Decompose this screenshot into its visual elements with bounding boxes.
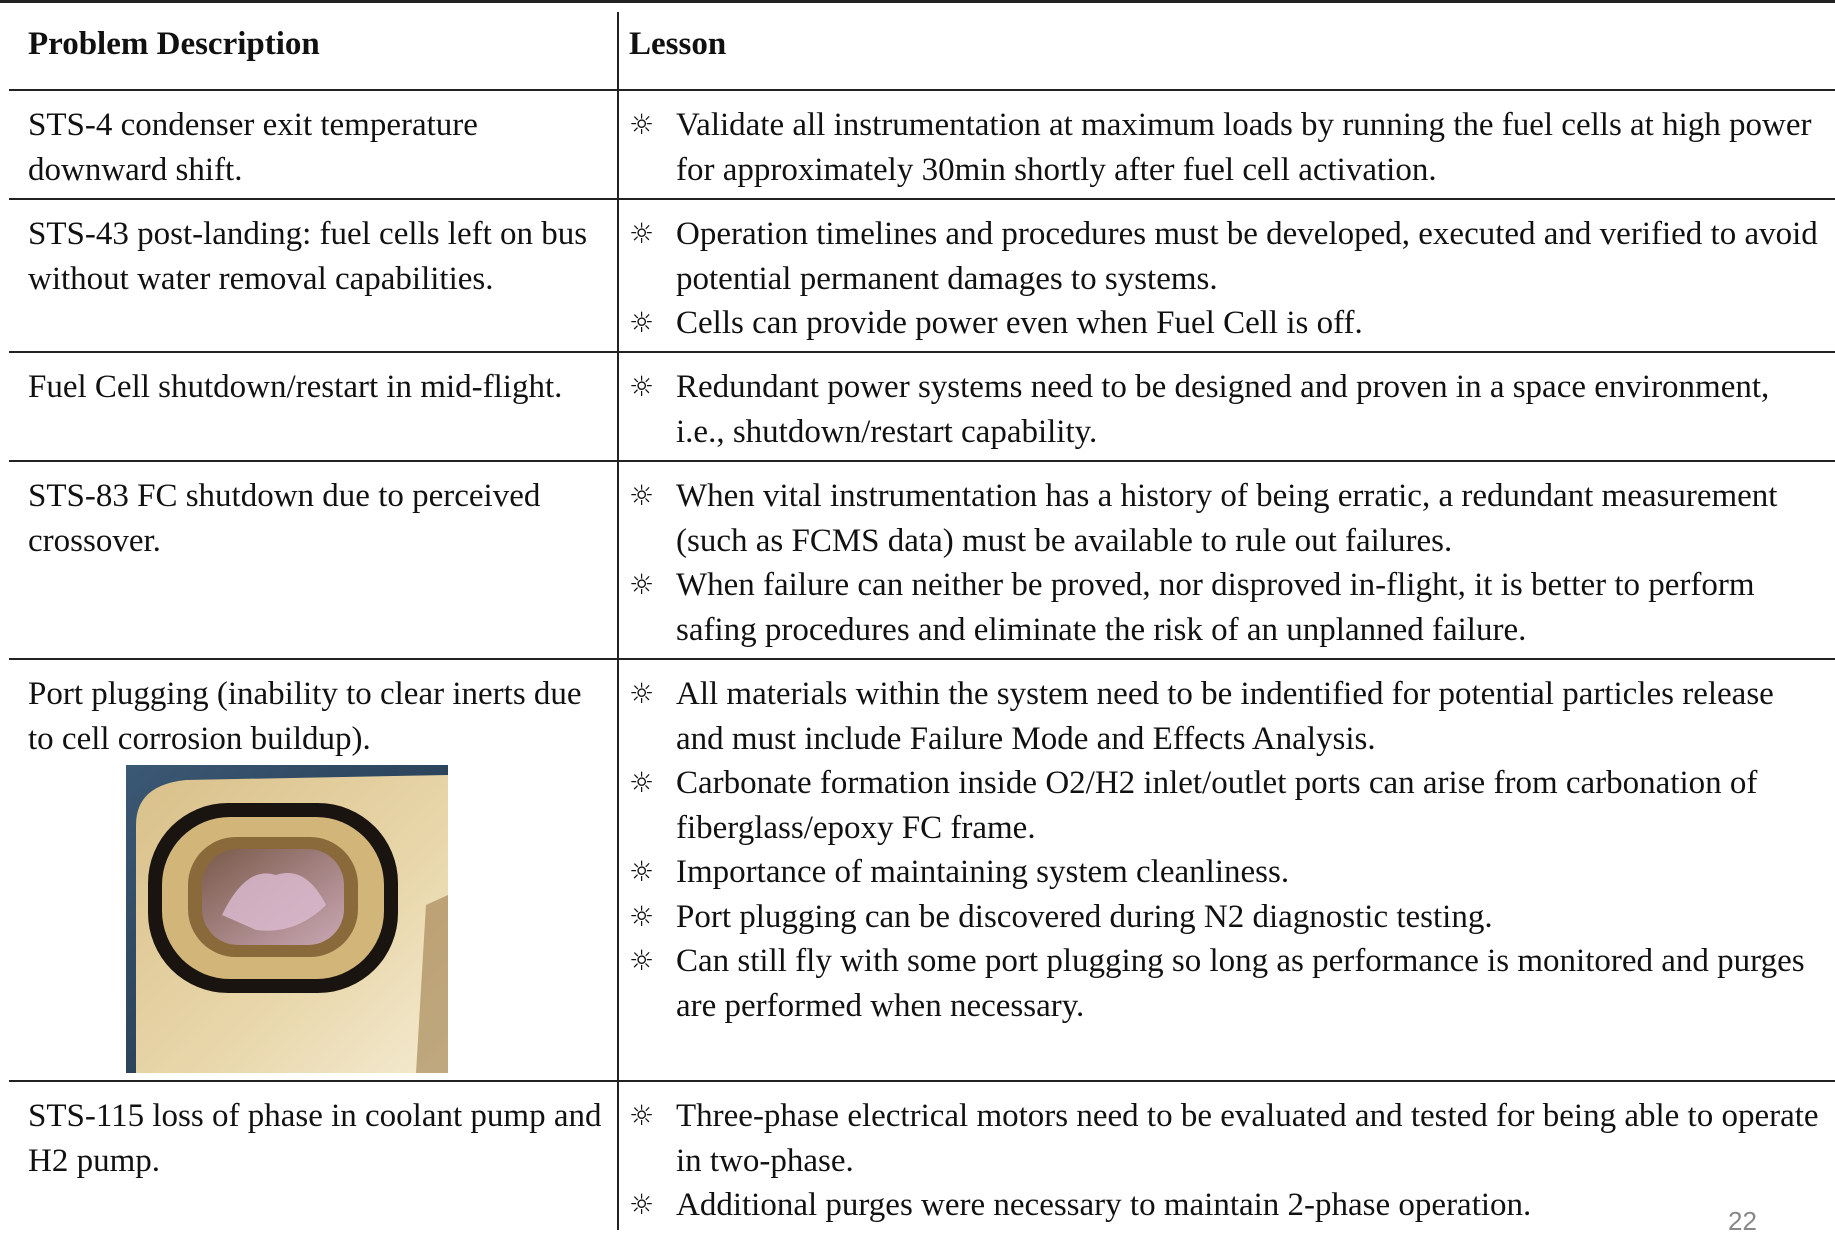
problem-cell: STS-43 post-landing: fuel cells left on … [28,200,608,301]
bullet-icon: ☼ [629,677,655,710]
lesson-item: ☼ All materials within the system need to… [629,672,1819,761]
column-divider [617,12,619,1230]
lesson-cell: ☼ All materials within the system need to… [629,660,1819,1028]
lesson-text: Port plugging can be discovered during N… [676,898,1493,935]
bullet-icon: ☼ [629,306,655,339]
header-cell: Problem Description [28,26,320,62]
lesson-text: Redundant power systems need to be desig… [676,369,1770,450]
lesson-text: Can still fly with some port plugging so… [676,943,1805,1024]
lesson-item: ☼ When failure can neither be proved, nor… [629,563,1819,652]
problem-cell: Fuel Cell shutdown/restart in mid-flight… [28,353,608,410]
lesson-item: ☼ Importance of maintaining system cleanl… [629,850,1819,895]
bullet-icon: ☼ [629,855,655,888]
bullet-icon: ☼ [629,766,655,799]
lesson-cell: ☼ Validate all instrumentation at maximum… [629,91,1819,192]
lesson-text: Carbonate formation inside O2/H2 inlet/o… [676,765,1758,846]
lesson-text: Three-phase electrical motors need to be… [676,1098,1819,1179]
bullet-icon: ☼ [629,479,655,512]
table-row: STS-4 condenser exit temperature downwar… [9,89,1835,198]
bullet-icon: ☼ [629,1099,655,1132]
lesson-item: ☼ When vital instrumentation has a histor… [629,474,1819,563]
lesson-item: ☼ Redundant power systems need to be desi… [629,365,1819,454]
bullet-icon: ☼ [629,217,655,250]
port-photo [126,765,448,1073]
bullet-icon: ☼ [629,1188,655,1221]
bullet-icon: ☼ [629,899,655,933]
bullet-icon: ☼ [629,568,655,601]
lesson-item: ☼ Operation timelines and procedures must… [629,212,1819,301]
lesson-text: Importance of maintaining system cleanli… [676,854,1290,890]
lesson-item: ☼ Additional purges were necessary to mai… [629,1183,1819,1228]
bullet-icon: ☼ [629,370,655,403]
lesson-cell: ☼ Redundant power systems need to be desi… [629,353,1819,454]
table-row: Port plugging (inability to clear inerts… [9,658,1835,1080]
problem-text: STS-43 post-landing: fuel cells left on … [28,216,588,297]
lesson-cell: ☼ Three-phase electrical motors need to b… [629,1082,1819,1228]
lesson-text: All materials within the system need to … [676,676,1774,757]
lesson-cell: ☼ When vital instrumentation has a histor… [629,462,1819,652]
lesson-text: Operation timelines and procedures must … [676,216,1818,297]
problem-cell: STS-115 loss of phase in coolant pump an… [28,1082,608,1183]
lesson-item: ☼ Cells can provide power even when Fuel … [629,301,1819,346]
bullet-icon: ☼ [629,944,655,977]
lesson-item: ☼ Validate all instrumentation at maximum… [629,103,1819,192]
problem-text: Port plugging (inability to clear inerts… [28,676,582,757]
table-row: STS-115 loss of phase in coolant pump an… [9,1080,1835,1232]
problem-cell: Port plugging (inability to clear inerts… [28,660,608,1073]
problem-cell: STS-4 condenser exit temperature downwar… [28,91,608,192]
lesson-item: ☼ Port plugging can be discovered during … [629,895,1819,940]
lesson-text: Additional purges were necessary to main… [676,1187,1532,1223]
table-row: STS-43 post-landing: fuel cells left on … [9,198,1835,351]
lesson-item: ☼ Three-phase electrical motors need to b… [629,1094,1819,1183]
problem-text: Fuel Cell shutdown/restart in mid-flight… [28,369,563,405]
lesson-item: ☼ Can still fly with some port plugging s… [629,939,1819,1028]
problem-text: STS-4 condenser exit temperature downwar… [28,107,478,188]
problem-text: STS-115 loss of phase in coolant pump an… [28,1098,602,1179]
problem-cell: STS-83 FC shutdown due to perceived cros… [28,462,608,563]
table-row: STS-83 FC shutdown due to perceived cros… [9,460,1835,658]
lesson-text: When vital instrumentation has a history… [676,478,1778,559]
problem-text: STS-83 FC shutdown due to perceived cros… [28,478,541,559]
lesson-text: When failure can neither be proved, nor … [676,567,1755,648]
bullet-icon: ☼ [629,108,655,141]
lesson-text: Validate all instrumentation at maximum … [676,107,1812,188]
lesson-item: ☼ Carbonate formation inside O2/H2 inlet/… [629,761,1819,850]
lesson-cell: ☼ Operation timelines and procedures must… [629,200,1819,346]
lesson-text: Cells can provide power even when Fuel C… [676,305,1363,341]
table-row: Fuel Cell shutdown/restart in mid-flight… [9,351,1835,460]
top-rule [0,0,1835,3]
header-cell: Lesson [629,26,727,62]
header-row: Problem Description Lesson [9,2,1835,89]
